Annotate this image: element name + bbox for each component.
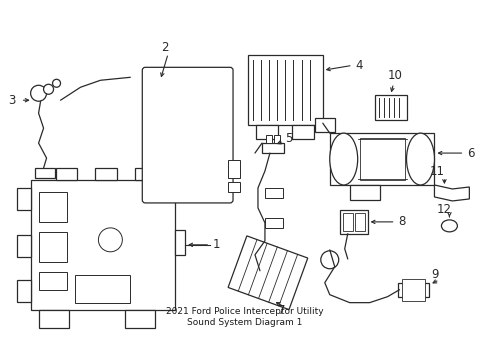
Bar [17,280,30,302]
Bar [96,168,118,180]
Bar [265,218,283,228]
Bar [360,138,405,180]
Polygon shape [228,236,308,310]
Text: 6: 6 [467,147,475,159]
Polygon shape [435,185,469,201]
Bar [39,310,69,328]
Bar [125,310,155,328]
Bar [75,275,130,303]
Text: 5: 5 [285,132,292,145]
Bar [228,160,240,178]
Text: 2: 2 [162,41,169,54]
Bar [315,118,335,132]
Bar [256,125,278,139]
FancyBboxPatch shape [142,67,233,203]
Text: 12: 12 [437,203,451,216]
Bar [135,168,157,180]
Bar [248,55,323,125]
Bar [375,95,407,120]
Text: 10: 10 [388,69,403,82]
Text: 8: 8 [398,215,406,228]
Bar [35,168,54,178]
Text: 11: 11 [429,165,444,177]
Circle shape [98,228,122,252]
Bar [265,188,283,198]
Circle shape [44,84,53,94]
Bar [343,213,353,231]
Bar [397,283,429,297]
Bar [350,185,380,200]
Text: 1: 1 [213,238,220,251]
Bar [17,188,30,210]
Circle shape [30,85,47,101]
Ellipse shape [407,133,435,185]
Bar [252,271,270,281]
Bar [262,143,284,153]
Bar [274,135,280,143]
Bar [330,133,435,185]
Text: 3: 3 [9,94,16,107]
Ellipse shape [330,133,358,185]
Bar [355,213,365,231]
Bar [175,230,185,255]
Bar [401,279,425,301]
Bar [30,180,175,310]
Text: 7: 7 [278,304,285,317]
Text: 9: 9 [432,268,439,281]
Bar [39,192,67,222]
Ellipse shape [441,220,457,232]
Bar [266,135,272,143]
Bar [17,235,30,257]
Bar [39,232,67,262]
Bar [228,182,240,192]
Circle shape [321,251,339,269]
Circle shape [52,79,61,87]
Text: 4: 4 [356,59,363,72]
Text: 2021 Ford Police Interceptor Utility
Sound System Diagram 1: 2021 Ford Police Interceptor Utility Sou… [166,307,324,327]
Bar [340,210,368,234]
Bar [39,272,67,290]
Bar [292,125,314,139]
Bar [55,168,77,180]
